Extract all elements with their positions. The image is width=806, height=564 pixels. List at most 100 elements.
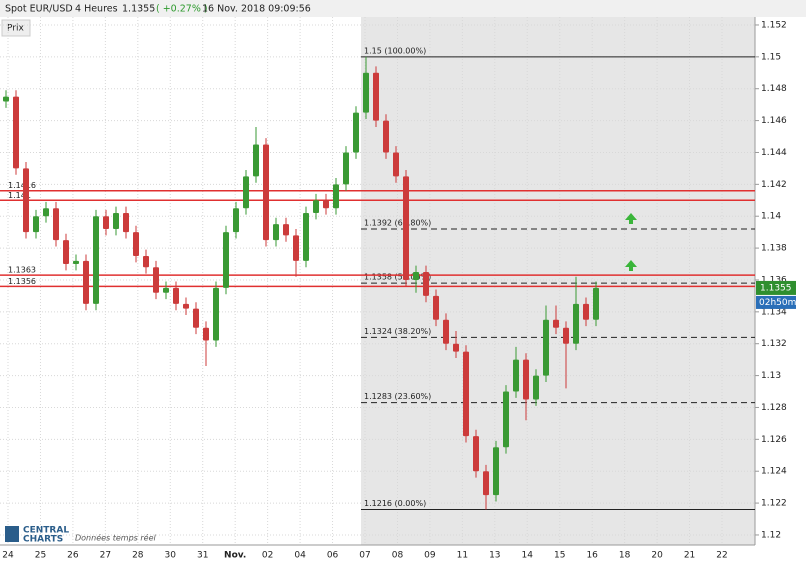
panel-label: Prix <box>7 24 24 34</box>
fib-label: 1.1216 (0.00%) <box>364 499 426 508</box>
candle-body <box>303 213 309 261</box>
panel-tab <box>1 19 31 37</box>
y-tick-label: 1.144 <box>761 148 787 158</box>
candle-body <box>53 208 59 241</box>
candle-body <box>433 295 439 320</box>
candle-body <box>293 235 299 261</box>
candle-body <box>283 224 289 236</box>
fib-label: 1.1283 (23.60%) <box>364 392 431 401</box>
candle-body <box>503 391 509 448</box>
logo-note: Données temps réel <box>75 533 157 543</box>
fib-label: 1.15 (100.00%) <box>364 46 426 55</box>
candle-body <box>563 327 569 344</box>
candle-body <box>533 375 539 400</box>
candle-body <box>483 471 489 496</box>
candle-body <box>363 72 369 113</box>
x-tick-label: 16 <box>586 551 598 561</box>
x-tick-label: Nov. <box>224 551 246 561</box>
candle-body <box>83 260 89 304</box>
y-tick-label: 1.128 <box>761 403 787 413</box>
x-tick-label: 09 <box>424 551 436 561</box>
logo-name: CHARTS <box>23 535 63 545</box>
candle-body <box>413 271 419 280</box>
candle-body <box>243 176 249 209</box>
timer-box <box>756 295 796 309</box>
candle-body <box>373 72 379 121</box>
y-tick-label: 1.134 <box>761 307 787 317</box>
price: 1.1355 <box>122 4 155 15</box>
candle-body <box>33 216 39 233</box>
x-tick-label: 27 <box>100 551 111 561</box>
x-tick-label: 25 <box>35 551 46 561</box>
level-label: 1.141 <box>8 191 31 200</box>
level-label: 1.1356 <box>8 277 36 286</box>
candle-body <box>323 200 329 209</box>
x-tick-label: 08 <box>392 551 404 561</box>
candle-body <box>393 152 399 177</box>
y-tick-label: 1.138 <box>761 244 787 254</box>
candle-body <box>553 319 559 328</box>
candle-body <box>153 267 159 293</box>
candle-body <box>143 256 149 268</box>
candle-body <box>3 96 9 102</box>
x-tick-label: 18 <box>619 551 631 561</box>
candle-body <box>123 213 129 233</box>
x-tick-label: 26 <box>67 551 79 561</box>
x-tick-label: 14 <box>522 551 534 561</box>
last-price-box <box>756 280 796 295</box>
candle-body <box>313 200 319 214</box>
x-tick-label: 07 <box>359 551 370 561</box>
y-tick-label: 1.122 <box>761 499 787 509</box>
x-tick-label: 24 <box>2 551 14 561</box>
candle-body <box>273 224 279 241</box>
x-tick-label: 22 <box>716 551 727 561</box>
fib-label: 1.1358 (50.00%) <box>364 273 431 282</box>
candle-body <box>453 343 459 352</box>
candle-body <box>183 303 189 309</box>
candle-body <box>133 232 139 257</box>
x-tick-label: 11 <box>457 551 468 561</box>
level-label: 1.1416 <box>8 181 36 190</box>
candle-body <box>513 359 519 392</box>
candle-body <box>73 260 79 265</box>
candle-body <box>443 319 449 344</box>
y-tick-label: 1.142 <box>761 180 787 190</box>
candle-body <box>523 359 529 400</box>
candle-body <box>223 232 229 288</box>
candle-body <box>333 184 339 209</box>
candle-body <box>493 447 499 496</box>
candle-body <box>593 287 599 320</box>
candle-body <box>233 208 239 233</box>
candle-body <box>13 96 19 169</box>
x-tick-label: 15 <box>554 551 565 561</box>
y-tick-label: 1.136 <box>761 275 787 285</box>
candle-body <box>213 287 219 341</box>
logo-name: CENTRAL <box>23 526 69 536</box>
x-tick-label: 06 <box>327 551 339 561</box>
y-tick-label: 1.15 <box>761 52 781 62</box>
candle-body <box>203 327 209 341</box>
y-tick-label: 1.132 <box>761 339 787 349</box>
y-tick-label: 1.148 <box>761 84 787 94</box>
candle-body <box>43 208 49 217</box>
signal-arrow <box>625 213 637 224</box>
candle-body <box>63 240 69 265</box>
candle-body <box>253 144 259 177</box>
candle-body <box>113 213 119 229</box>
x-tick-label: 13 <box>489 551 500 561</box>
candle-body <box>423 271 429 296</box>
x-tick-label: 28 <box>132 551 144 561</box>
x-tick-label: 31 <box>197 551 208 561</box>
last-price-label: 1.1355 <box>760 283 792 293</box>
candle-body <box>543 319 549 376</box>
instrument: Spot EUR/USD <box>5 4 73 15</box>
candle-body <box>473 436 479 472</box>
x-tick-label: 02 <box>262 551 273 561</box>
x-tick-label: 04 <box>294 551 306 561</box>
header-bar <box>0 0 806 17</box>
y-tick-label: 1.126 <box>761 435 787 445</box>
logo: CENTRAL CHARTS Données temps réel <box>5 526 157 545</box>
candle-body <box>583 303 589 320</box>
x-tick-label: 30 <box>165 551 177 561</box>
candle-body <box>383 120 389 153</box>
